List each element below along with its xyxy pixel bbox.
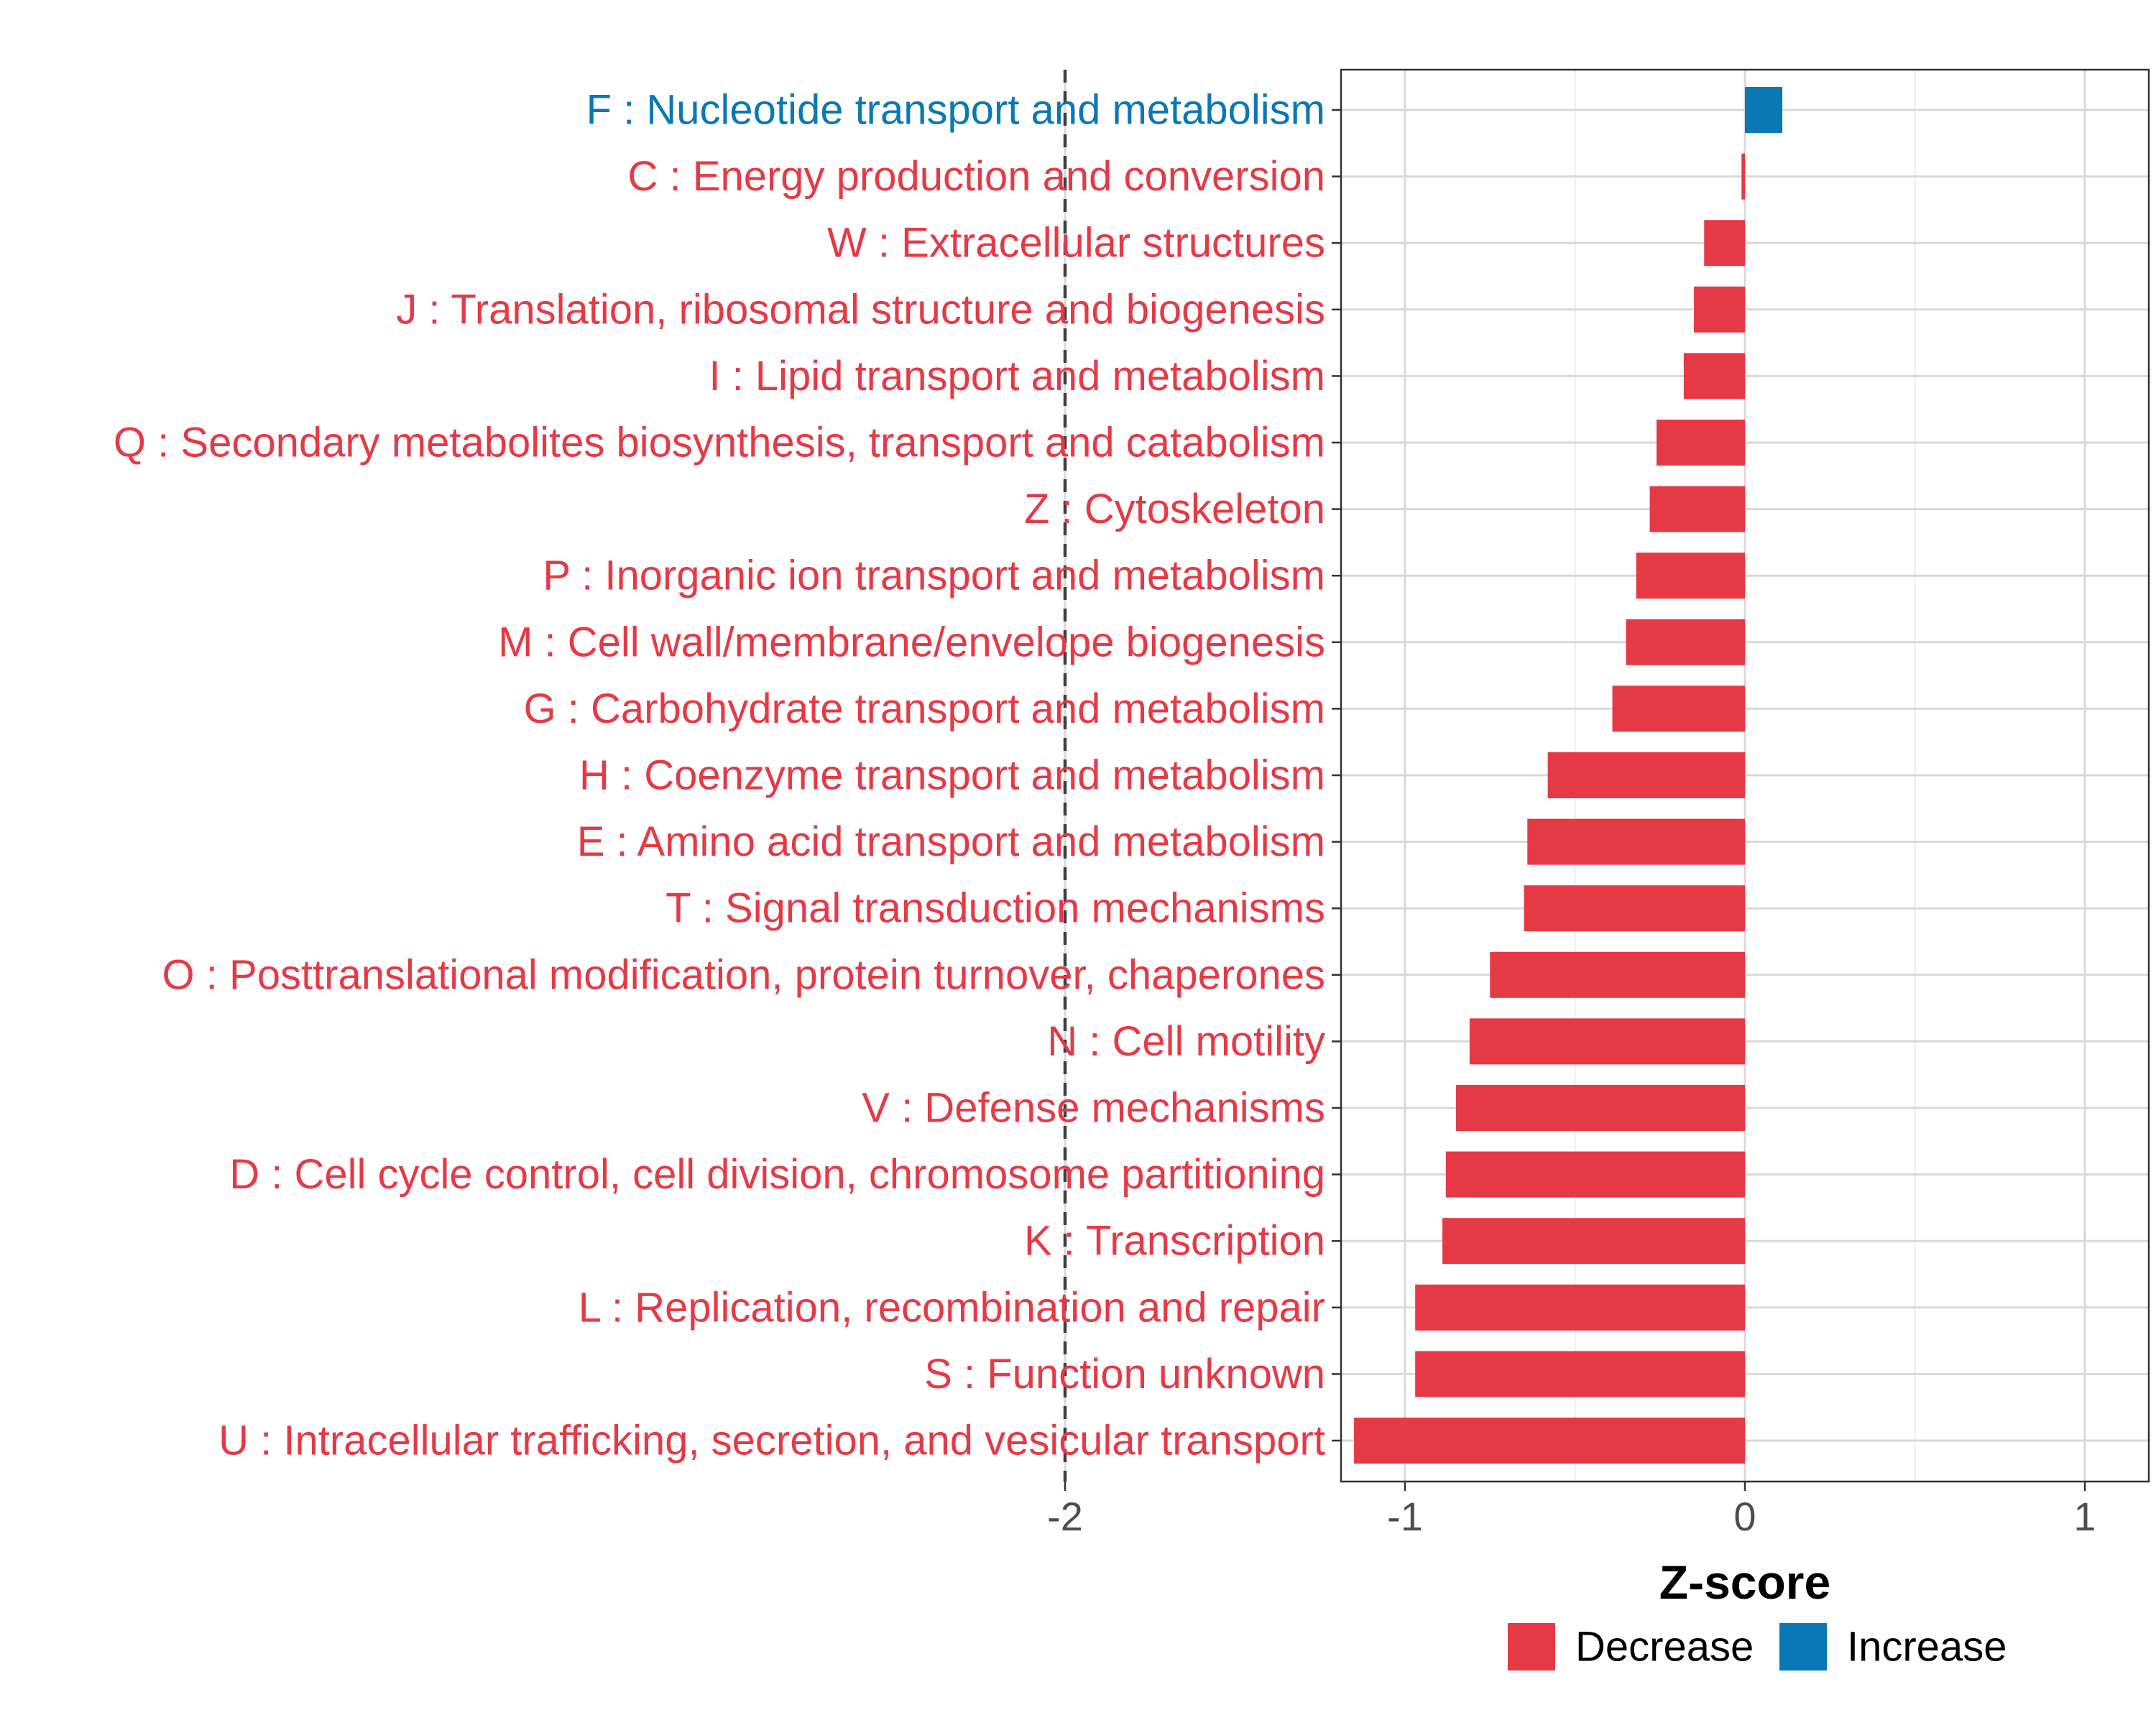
y-axis: F : Nucleotide transport and metabolism C… (114, 87, 1341, 1464)
legend-label-increase: Increase (1847, 1624, 2007, 1671)
bar-u (1354, 1418, 1745, 1464)
category-label: T : Signal transduction mechanisms (665, 885, 1325, 932)
category-label: I : Lipid transport and metabolism (709, 353, 1325, 399)
category-label: H : Coenzyme transport and metabolism (579, 752, 1325, 799)
legend-label-decrease: Decrease (1575, 1624, 1754, 1671)
bar-i (1683, 353, 1745, 399)
category-label: K : Transcription (1024, 1218, 1325, 1265)
reference-lines (1063, 70, 1067, 1482)
category-label: C : Energy production and conversion (628, 153, 1325, 200)
x-axis: -2-1012 (1047, 1482, 2096, 1539)
category-label: F : Nucleotide transport and metabolism (586, 87, 1325, 134)
category-label: W : Extracellular structures (827, 220, 1325, 267)
x-tick-label: -1 (1387, 1494, 1423, 1539)
x-tick-label: 1 (2073, 1494, 2096, 1539)
bar-q (1657, 420, 1745, 466)
bar-d (1445, 1151, 1745, 1198)
category-label: P : Inorganic ion transport and metaboli… (543, 553, 1325, 599)
bar-v (1455, 1085, 1745, 1131)
category-label: Q : Secondary metabolites biosynthesis, … (114, 420, 1325, 466)
bar-p (1636, 553, 1745, 599)
category-label: O : Posttranslational modification, prot… (162, 951, 1325, 998)
x-axis-title: Z-score (1659, 1556, 1830, 1609)
bar-g (1612, 685, 1745, 732)
category-label: N : Cell motility (1047, 1018, 1325, 1065)
bar-h (1547, 752, 1745, 798)
category-label: U : Intracellular trafficking, secretion… (218, 1418, 1325, 1464)
category-label: E : Amino acid transport and metabolism (577, 818, 1325, 865)
category-label: M : Cell wall/membrane/envelope biogenes… (498, 619, 1325, 665)
bar-l (1415, 1284, 1745, 1331)
bar-c (1741, 153, 1745, 200)
bar-f (1745, 87, 1783, 133)
bar-o (1490, 951, 1745, 998)
category-label: D : Cell cycle control, cell division, c… (229, 1151, 1325, 1198)
bar-j (1694, 286, 1745, 333)
bar-m (1626, 619, 1745, 665)
bar-e (1527, 818, 1745, 865)
legend-key-increase (1779, 1623, 1827, 1671)
bar-n (1469, 1018, 1745, 1065)
category-label: J : Translation, ribosomal structure and… (396, 286, 1325, 333)
bar-z (1649, 486, 1745, 532)
category-label: L : Replication, recombination and repai… (579, 1284, 1325, 1331)
category-label: V : Defense mechanisms (862, 1085, 1325, 1132)
bars (1354, 87, 1783, 1464)
x-tick-label: -2 (1047, 1494, 1083, 1539)
legend: Decrease Increase (1508, 1623, 2007, 1671)
bar-t (1524, 885, 1745, 932)
legend-key-decrease (1508, 1623, 1555, 1671)
bar-k (1442, 1218, 1745, 1265)
x-tick-label: 0 (1733, 1494, 1756, 1539)
bar-w (1704, 220, 1745, 267)
category-label: Z : Cytoskeleton (1024, 486, 1325, 532)
category-label: S : Function unknown (924, 1351, 1325, 1397)
category-label: G : Carbohydrate transport and metabolis… (524, 685, 1325, 732)
bar-s (1415, 1351, 1745, 1397)
